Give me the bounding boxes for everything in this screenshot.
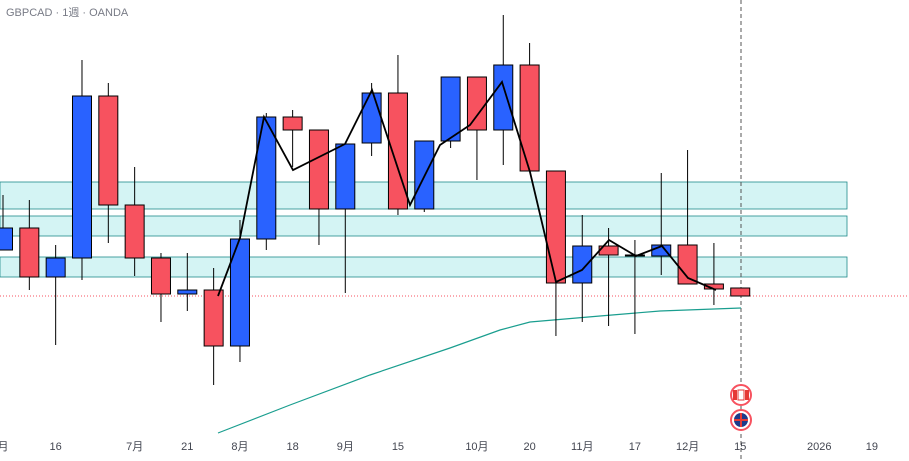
candle-body: [98, 95, 119, 206]
candle-body: [282, 116, 303, 131]
candle-body: [71, 95, 92, 259]
x-tick-label: 15: [734, 441, 746, 453]
candle-body: [335, 143, 356, 210]
candle-body: [0, 227, 13, 251]
candle-body: [545, 170, 566, 284]
x-tick-label: 2026: [807, 441, 831, 453]
x-tick-label: 9月: [337, 441, 354, 453]
candle-body: [203, 289, 224, 347]
candle-body: [256, 116, 277, 240]
x-tick-label: 16: [50, 441, 62, 453]
event-flags: [730, 384, 752, 431]
x-tick-label: 7月: [126, 441, 143, 453]
candle-body: [519, 64, 540, 172]
candle-body: [177, 289, 198, 295]
candles: [0, 15, 751, 385]
swing-line: [217, 80, 717, 297]
candle-body: [440, 76, 461, 142]
moving-average: [217, 307, 742, 434]
x-tick-label: 20: [523, 441, 535, 453]
x-tick-label: 19: [866, 441, 878, 453]
flag-ca-left: [733, 390, 737, 400]
candle-body: [361, 92, 382, 144]
x-tick-label: 8月: [231, 441, 248, 453]
x-tick-label: 12月: [676, 441, 699, 453]
x-tick-label: 15: [392, 441, 404, 453]
flag-ca-right: [745, 390, 749, 400]
candle-body: [466, 76, 487, 131]
x-tick-label: 21: [181, 441, 193, 453]
candle-body: [572, 245, 593, 284]
zone: [0, 256, 848, 278]
candle-body: [730, 287, 751, 297]
chart-title: GBPCAD · 1週 · OANDA: [6, 6, 129, 19]
x-tick-label: 11月: [571, 441, 593, 453]
candle-body: [45, 257, 66, 278]
candle-body: [19, 227, 40, 278]
x-tick-label: 17: [629, 441, 641, 453]
x-axis: 月 16 7月 21 8月 18 9月 15 10月 20 11月 17 12月 15 2026 19: [0, 441, 878, 453]
zone: [0, 215, 848, 237]
candle-body: [387, 92, 408, 210]
candle-body: [150, 257, 171, 295]
flag-ca-center: [737, 389, 745, 401]
candle-body: [124, 204, 145, 259]
candle-body: [493, 64, 514, 131]
x-tick-label: 月: [0, 441, 9, 453]
x-tick-label: 10月: [465, 441, 488, 453]
candle-body: [308, 129, 329, 210]
x-tick-label: 18: [287, 441, 299, 453]
